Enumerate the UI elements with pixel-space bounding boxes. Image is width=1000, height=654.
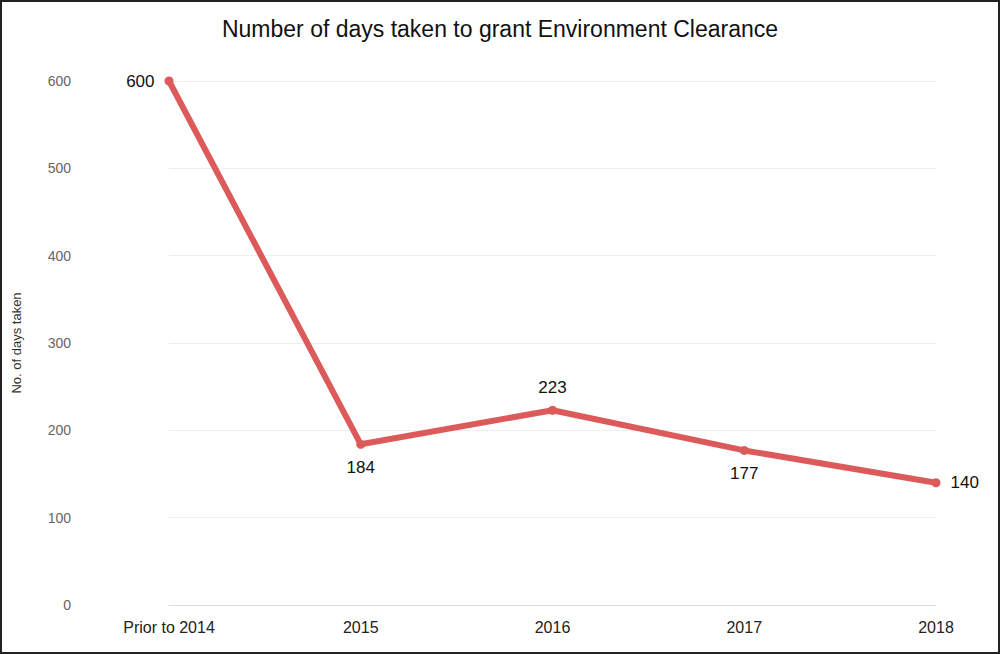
svg-text:184: 184 xyxy=(347,458,375,477)
svg-text:2018: 2018 xyxy=(918,619,954,636)
svg-text:300: 300 xyxy=(48,335,72,351)
svg-text:400: 400 xyxy=(48,248,72,264)
svg-text:140: 140 xyxy=(951,473,979,492)
svg-text:100: 100 xyxy=(48,510,72,526)
svg-text:Number of days taken to grant: Number of days taken to grant Environmen… xyxy=(222,16,778,42)
svg-text:600: 600 xyxy=(126,72,154,91)
svg-text:2017: 2017 xyxy=(726,619,762,636)
svg-text:No. of days taken: No. of days taken xyxy=(9,292,24,393)
svg-text:0: 0 xyxy=(63,597,71,613)
svg-text:500: 500 xyxy=(48,160,72,176)
svg-text:Prior to 2014: Prior to 2014 xyxy=(123,619,215,636)
svg-text:200: 200 xyxy=(48,422,72,438)
svg-text:177: 177 xyxy=(730,464,758,483)
svg-text:2016: 2016 xyxy=(535,619,571,636)
svg-text:223: 223 xyxy=(538,378,566,397)
svg-text:2015: 2015 xyxy=(343,619,379,636)
svg-text:600: 600 xyxy=(48,73,72,89)
